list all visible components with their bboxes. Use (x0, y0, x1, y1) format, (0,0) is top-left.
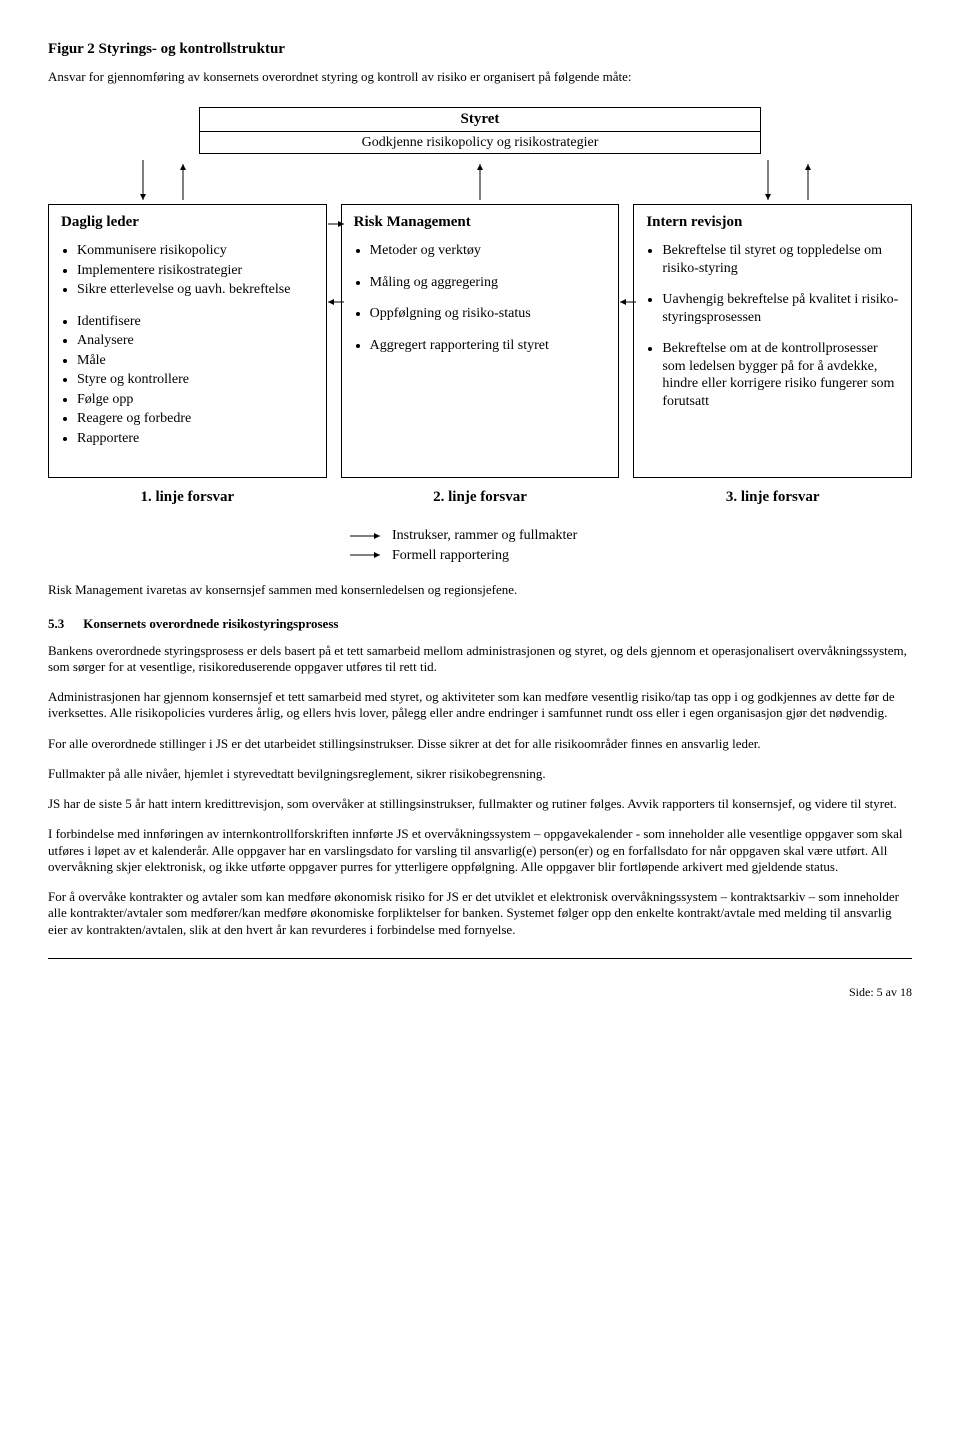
col-mid: Risk Management Metoder og verktøy Målin… (341, 204, 620, 507)
figure-title: Figur 2 Styrings- og kontrollstruktur (48, 40, 912, 59)
list-item: Oppfølgning og risiko-status (370, 305, 607, 323)
legend: Instrukser, rammer og fullmakter Formell… (348, 527, 912, 564)
para-rm: Risk Management ivaretas av konsernsjef … (48, 582, 912, 598)
section-number: 5.3 (48, 616, 80, 632)
body-para: Administrasjonen har gjennom konsernsjef… (48, 689, 912, 722)
page-footer: Side: 5 av 18 (48, 985, 912, 1000)
diagram-columns: Daglig leder Kommunisere risikopolicy Im… (48, 204, 912, 507)
body-para: For å overvåke kontrakter og avtaler som… (48, 889, 912, 938)
list-item: Kommunisere risikopolicy (77, 242, 314, 260)
list-item: Følge opp (77, 391, 314, 409)
col-right-title: Intern revisjon (646, 213, 899, 232)
figure-intro: Ansvar for gjennomføring av konsernets o… (48, 69, 912, 85)
col-left-group2: Identifisere Analysere Måle Styre og kon… (61, 313, 314, 448)
list-item: Sikre etterlevelse og uavh. bekreftelse (77, 281, 314, 299)
list-item: Måle (77, 352, 314, 370)
legend-label-b: Formell rapportering (392, 547, 509, 565)
col-left-group1: Kommunisere risikopolicy Implementere ri… (61, 242, 314, 299)
line-3-label: 3. linje forsvar (633, 488, 912, 507)
section-heading: 5.3 Konsernets overordnede risikostyring… (48, 616, 912, 632)
legend-row-formell: Formell rapportering (348, 547, 912, 565)
list-item: Implementere risikostrategier (77, 262, 314, 280)
legend-row-instrukser: Instrukser, rammer og fullmakter (348, 527, 912, 545)
arrow-right-icon (348, 548, 384, 562)
col-left-title: Daglig leder (61, 213, 314, 232)
body-para: For alle overordnede stillinger i JS er … (48, 736, 912, 752)
section-title: Konsernets overordnede risikostyringspro… (83, 616, 338, 631)
list-item: Reagere og forbedre (77, 410, 314, 428)
col-mid-title: Risk Management (354, 213, 607, 232)
legend-label-a: Instrukser, rammer og fullmakter (392, 527, 577, 545)
list-item: Bekreftelse om at de kontrollprosesser s… (662, 340, 899, 410)
line-2-label: 2. linje forsvar (341, 488, 620, 507)
col-mid-list: Metoder og verktøy Måling og aggregering… (354, 242, 607, 354)
list-item: Analysere (77, 332, 314, 350)
list-item: Styre og kontrollere (77, 371, 314, 389)
col-left: Daglig leder Kommunisere risikopolicy Im… (48, 204, 327, 507)
top-box-title: Styret (200, 108, 760, 132)
col-mid-box: Risk Management Metoder og verktøy Målin… (341, 204, 620, 478)
col-right: Intern revisjon Bekreftelse til styret o… (633, 204, 912, 507)
body-para: I forbindelse med innføringen av internk… (48, 826, 912, 875)
line-1-label: 1. linje forsvar (48, 488, 327, 507)
body-para: JS har de siste 5 år hatt intern kreditt… (48, 796, 912, 812)
list-item: Uavhengig bekreftelse på kvalitet i risi… (662, 291, 899, 326)
list-item: Aggregert rapportering til styret (370, 337, 607, 355)
footer-divider (48, 958, 912, 959)
col-right-list: Bekreftelse til styret og toppledelse om… (646, 242, 899, 410)
body-para: Bankens overordnede styringsprosess er d… (48, 643, 912, 676)
governance-diagram: Styret Godkjenne risikopolicy og risikos… (48, 107, 912, 564)
arrow-right-icon (348, 529, 384, 543)
list-item: Metoder og verktøy (370, 242, 607, 260)
top-box-styret: Styret Godkjenne risikopolicy og risikos… (199, 107, 761, 154)
list-item: Måling og aggregering (370, 274, 607, 292)
top-box-subtitle: Godkjenne risikopolicy og risikostrategi… (200, 132, 760, 154)
list-item: Bekreftelse til styret og toppledelse om… (662, 242, 899, 277)
body-para: Fullmakter på alle nivåer, hjemlet i sty… (48, 766, 912, 782)
list-item: Rapportere (77, 430, 314, 448)
col-right-box: Intern revisjon Bekreftelse til styret o… (633, 204, 912, 478)
list-item: Identifisere (77, 313, 314, 331)
col-left-box: Daglig leder Kommunisere risikopolicy Im… (48, 204, 327, 478)
top-arrow-layer (48, 160, 912, 204)
